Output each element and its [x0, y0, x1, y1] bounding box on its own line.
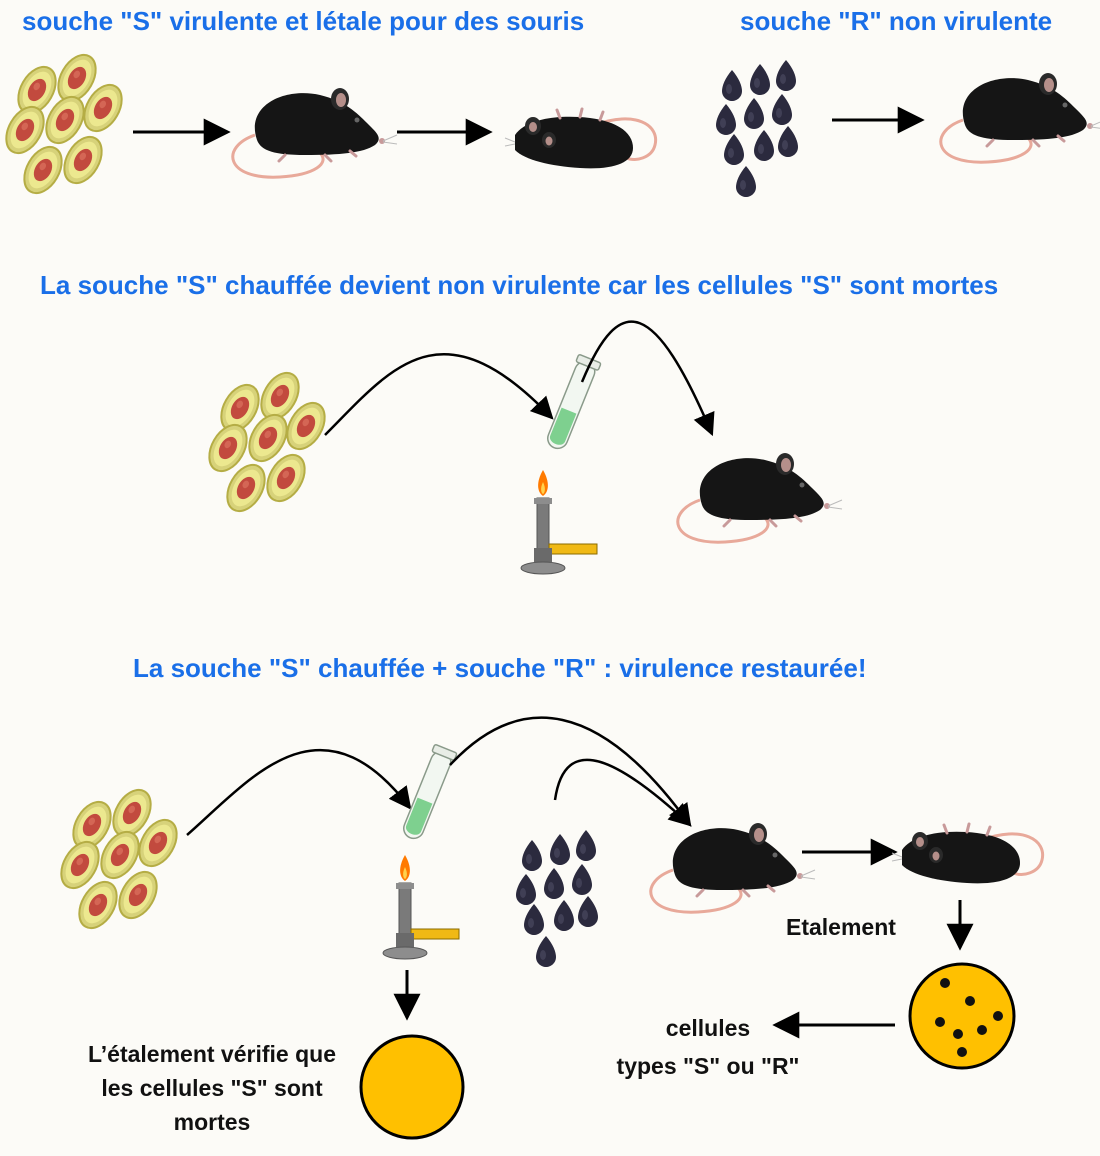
s-cell-cluster-icon [0, 48, 129, 199]
heading-non-virulent: souche "R" non virulente [740, 6, 1052, 36]
dead-mouse-icon [503, 107, 658, 170]
heading-mix: La souche "S" chauffée + souche "R" : vi… [133, 653, 867, 683]
arrow-icon [580, 320, 715, 437]
heading-virulent: souche "S" virulente et létale pour des … [22, 6, 584, 36]
petri-dish-icon [908, 962, 1016, 1070]
mouse-icon [231, 86, 399, 179]
label-verifie-line2: les cellules "S" sont [101, 1075, 323, 1101]
heading-heated: La souche "S" chauffée devient non virul… [40, 270, 998, 300]
test-tube-icon [542, 353, 602, 453]
r-cell-cluster-icon [516, 830, 598, 967]
s-cell-cluster-icon [202, 366, 333, 517]
arrow-icon [324, 353, 554, 436]
label-cellules-line2: types "S" ou "R" [617, 1053, 800, 1079]
label-verifie-line3: mortes [174, 1109, 251, 1135]
mouse-icon [649, 821, 817, 914]
arrow-icon [449, 716, 692, 827]
petri-dish-icon [359, 1034, 465, 1140]
s-cell-cluster-icon [54, 783, 185, 934]
arrow-icon [553, 758, 692, 827]
bunsen-burner-icon [520, 469, 598, 575]
mouse-icon [939, 71, 1100, 164]
label-cellules-line1: cellules [666, 1015, 750, 1041]
arrow-icon [186, 748, 412, 836]
mouse-icon [676, 451, 844, 544]
test-tube-icon [398, 743, 458, 843]
r-cell-cluster-icon [716, 60, 798, 197]
dead-mouse-icon [890, 822, 1045, 885]
label-verifie-line1: L’étalement vérifie que [88, 1041, 336, 1067]
label-etalement: Etalement [786, 914, 896, 940]
bunsen-burner-icon [382, 854, 460, 960]
